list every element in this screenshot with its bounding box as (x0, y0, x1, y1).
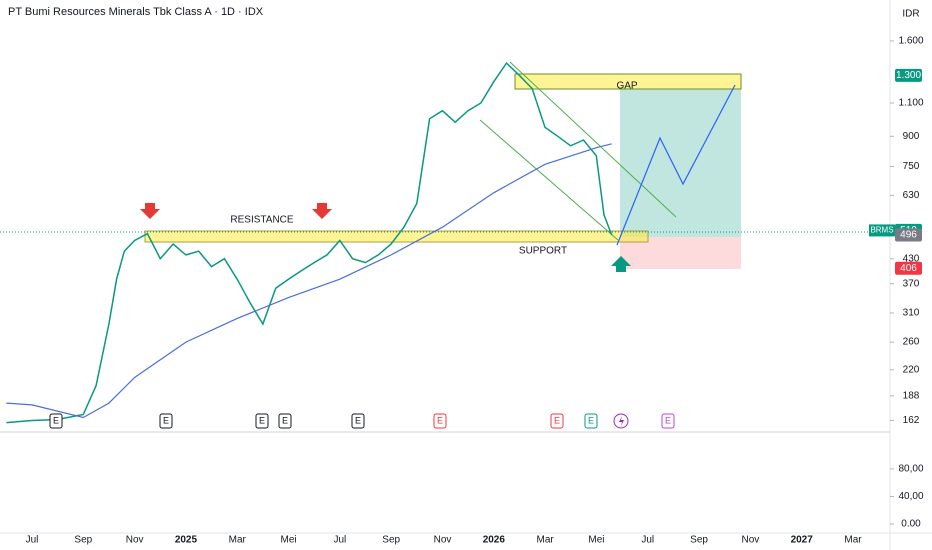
x-tick-label: Jul (641, 535, 654, 546)
event-marker (159, 413, 173, 429)
y-tick-label: 220 (903, 364, 920, 375)
y-tick-label: 630 (903, 190, 920, 201)
y-tick-label: 260 (903, 337, 920, 348)
x-tick-label: 2026 (483, 535, 506, 546)
x-tick-label: Mei (588, 535, 604, 546)
event-label: E (259, 415, 265, 425)
symbol-badge (869, 224, 895, 237)
gap-zone (514, 73, 742, 90)
event-marker (351, 413, 365, 429)
event-label: E (355, 415, 361, 425)
x-tick-label: Sep (74, 535, 92, 546)
dividend-icon (619, 416, 624, 426)
x-tick-label: 2027 (791, 535, 814, 546)
event-label: E (588, 415, 594, 425)
event-label: E (163, 415, 169, 425)
arrow-down (312, 203, 332, 219)
price-badge (895, 68, 922, 82)
event-marker (49, 413, 63, 429)
x-tick-label: 2025 (175, 535, 198, 546)
price-badge-label: 496 (900, 230, 917, 241)
y-tick-label: 900 (903, 131, 920, 142)
y-tick-label: 750 (903, 161, 920, 172)
y-tick-label: 430 (903, 253, 920, 264)
x-tick-label: Nov (126, 535, 144, 546)
x-tick-label: Nov (434, 535, 452, 546)
support-label: SUPPORT (519, 246, 567, 257)
channel-line (509, 61, 677, 218)
x-tick-label: Sep (690, 535, 708, 546)
event-label: E (554, 415, 560, 425)
moving-average (6, 143, 612, 419)
event-marker (278, 413, 292, 429)
y-tick-label: 310 (903, 308, 920, 319)
price-line (6, 61, 613, 424)
title: PT Bumi Resources Minerals Tbk Class A ·… (8, 6, 264, 18)
event-label: E (437, 415, 443, 425)
y-tick-label: 162 (903, 415, 920, 426)
currency: IDR (902, 9, 919, 20)
x-tick-label: Mar (229, 535, 247, 546)
channel-line (479, 119, 619, 241)
price-badge (895, 228, 922, 242)
volume-tick-label: 40,00 (898, 491, 923, 502)
y-tick-label: 1.600 (898, 36, 923, 47)
price-badge-label: 1.300 (896, 70, 921, 81)
x-tick-label: Mei (281, 535, 297, 546)
volume-tick-label: 80,00 (898, 464, 923, 475)
symbol-label: BRMS (870, 226, 893, 235)
y-tick-label: 370 (903, 278, 920, 289)
resistance-label: RESISTANCE (230, 215, 293, 226)
arrow-down (140, 203, 160, 219)
event-marker (584, 413, 598, 429)
event-marker (661, 413, 675, 429)
x-tick-label: Sep (382, 535, 400, 546)
projection (616, 84, 736, 246)
x-tick-label: Nov (741, 535, 759, 546)
arrow-up (611, 256, 631, 272)
event-label: E (53, 415, 59, 425)
event-marker (433, 413, 447, 429)
volume-tick-label: 0.00 (901, 519, 921, 530)
x-tick-label: Mar (537, 535, 555, 546)
y-tick-label: 1.100 (898, 98, 923, 109)
event-marker (550, 413, 564, 429)
event-label: E (282, 415, 288, 425)
x-tick-label: Mar (844, 535, 862, 546)
gap-label: GAP (616, 81, 637, 92)
event-label: E (665, 415, 671, 425)
y-tick-label: 188 (903, 390, 920, 401)
x-tick-label: Jul (26, 535, 39, 546)
event-marker (255, 413, 269, 429)
x-tick-label: Jul (333, 535, 346, 546)
price-badge-label: 406 (900, 263, 917, 274)
target-zone (620, 89, 741, 237)
price-badge (895, 261, 922, 275)
